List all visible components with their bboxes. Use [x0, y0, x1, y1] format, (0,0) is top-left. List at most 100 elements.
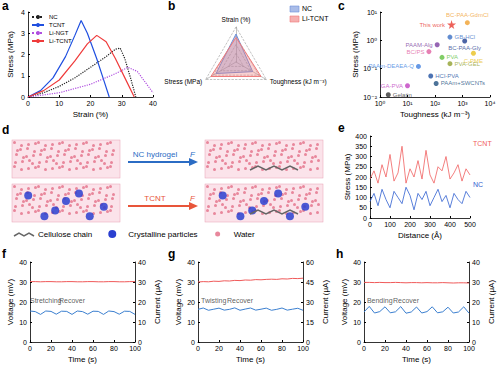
svg-text:40: 40 — [149, 100, 157, 107]
svg-text:30: 30 — [306, 299, 314, 306]
svg-text:45: 45 — [306, 279, 314, 286]
svg-text:PAAM-Alg: PAAM-Alg — [405, 42, 432, 48]
svg-text:100: 100 — [355, 194, 367, 201]
svg-text:0: 0 — [21, 94, 25, 101]
svg-text:2: 2 — [21, 51, 25, 58]
svg-text:40: 40 — [402, 345, 410, 352]
svg-text:0: 0 — [191, 339, 195, 346]
svg-text:500: 500 — [464, 221, 476, 228]
svg-text:30: 30 — [187, 279, 195, 286]
svg-text:10¹: 10¹ — [367, 9, 378, 16]
svg-text:a: a — [2, 0, 9, 13]
svg-text:40: 40 — [236, 345, 244, 352]
svg-text:e: e — [338, 121, 345, 135]
svg-text:40: 40 — [68, 345, 76, 352]
svg-text:F: F — [190, 194, 196, 203]
svg-text:40: 40 — [138, 259, 146, 266]
svg-text:20: 20 — [353, 299, 361, 306]
svg-text:HCl-PVA: HCl-PVA — [435, 73, 459, 79]
svg-text:150: 150 — [355, 184, 367, 191]
svg-text:80: 80 — [444, 345, 452, 352]
svg-text:60: 60 — [423, 345, 431, 352]
svg-text:Current (μA): Current (μA) — [321, 280, 330, 325]
svg-text:30: 30 — [118, 100, 126, 107]
svg-text:Li-TCNT: Li-TCNT — [49, 38, 72, 44]
svg-text:4: 4 — [21, 9, 25, 16]
svg-text:10: 10 — [353, 319, 361, 326]
svg-text:NC hydrogel: NC hydrogel — [133, 150, 178, 159]
svg-text:20: 20 — [381, 345, 389, 352]
svg-text:50: 50 — [359, 204, 367, 211]
svg-text:g: g — [168, 247, 175, 261]
svg-text:Stretching: Stretching — [30, 297, 62, 305]
svg-text:60: 60 — [257, 345, 265, 352]
svg-text:Toughness (kJ m⁻³): Toughness (kJ m⁻³) — [400, 110, 470, 119]
svg-text:BC/PS: BC/PS — [406, 49, 424, 55]
svg-text:BC-PAA-Gly: BC-PAA-Gly — [448, 45, 481, 51]
svg-text:350: 350 — [355, 143, 367, 150]
svg-text:Bending: Bending — [367, 297, 393, 305]
svg-text:0: 0 — [23, 339, 27, 346]
svg-text:Voltage (mV): Voltage (mV) — [174, 279, 183, 326]
svg-text:Time (s): Time (s) — [68, 355, 97, 364]
svg-text:400: 400 — [444, 221, 456, 228]
svg-text:PVA: PVA — [447, 54, 459, 60]
svg-text:BC-PAA-GdmCl: BC-PAA-GdmCl — [446, 12, 489, 18]
svg-text:Time (s): Time (s) — [236, 355, 265, 364]
svg-text:Voltage (mV): Voltage (mV) — [6, 279, 15, 326]
svg-text:Strain (%): Strain (%) — [73, 110, 109, 119]
svg-text:Toughness (kJ m⁻³): Toughness (kJ m⁻³) — [270, 78, 327, 86]
svg-text:1: 1 — [21, 72, 25, 79]
svg-text:TCNT: TCNT — [473, 140, 492, 147]
svg-text:20: 20 — [187, 299, 195, 306]
svg-text:10¹: 10¹ — [402, 100, 413, 107]
svg-text:PVA-GEL: PVA-GEL — [454, 61, 480, 67]
svg-text:20: 20 — [215, 345, 223, 352]
svg-text:TCNT: TCNT — [49, 22, 65, 28]
svg-text:40: 40 — [353, 259, 361, 266]
svg-text:20: 20 — [472, 299, 480, 306]
svg-text:0: 0 — [368, 221, 372, 228]
svg-text:40: 40 — [19, 259, 27, 266]
svg-text:Recover: Recover — [227, 297, 254, 304]
svg-text:60: 60 — [89, 345, 97, 352]
svg-text:Voltage (mV): Voltage (mV) — [340, 279, 349, 326]
svg-text:Stress (MPa): Stress (MPa) — [164, 78, 202, 86]
svg-text:0: 0 — [363, 215, 367, 222]
svg-text:250: 250 — [355, 163, 367, 170]
svg-text:0: 0 — [362, 345, 366, 352]
svg-text:30: 30 — [138, 279, 146, 286]
svg-text:30: 30 — [353, 279, 361, 286]
svg-text:400: 400 — [355, 133, 367, 140]
svg-text:d: d — [2, 123, 9, 137]
svg-text:This work: This work — [419, 22, 446, 28]
svg-text:h: h — [336, 247, 343, 261]
svg-text:c: c — [338, 0, 345, 13]
svg-text:300: 300 — [355, 153, 367, 160]
svg-text:20: 20 — [138, 299, 146, 306]
svg-text:200: 200 — [404, 221, 416, 228]
svg-text:10⁰: 10⁰ — [366, 37, 377, 44]
svg-text:NC: NC — [49, 14, 58, 20]
svg-text:Li-TCNT: Li-TCNT — [302, 15, 329, 22]
svg-text:Recover: Recover — [393, 297, 420, 304]
svg-text:f: f — [2, 247, 7, 261]
svg-text:100: 100 — [463, 345, 475, 352]
svg-text:10⁴: 10⁴ — [485, 100, 496, 107]
svg-text:10³: 10³ — [457, 100, 468, 107]
svg-text:200: 200 — [355, 174, 367, 181]
svg-text:80: 80 — [110, 345, 118, 352]
svg-text:30: 30 — [19, 279, 27, 286]
svg-text:GB-HCl: GB-HCl — [454, 34, 475, 40]
svg-text:100: 100 — [129, 345, 141, 352]
svg-text:40: 40 — [472, 259, 480, 266]
svg-text:40: 40 — [187, 259, 195, 266]
svg-text:3: 3 — [21, 30, 25, 37]
svg-text:Recover: Recover — [59, 297, 86, 304]
svg-text:60: 60 — [306, 259, 314, 266]
svg-text:30: 30 — [472, 279, 480, 286]
svg-text:GA-PVA: GA-PVA — [381, 83, 403, 89]
svg-text:10⁰: 10⁰ — [375, 100, 386, 107]
svg-text:10²: 10² — [430, 100, 441, 107]
svg-text:10: 10 — [187, 319, 195, 326]
